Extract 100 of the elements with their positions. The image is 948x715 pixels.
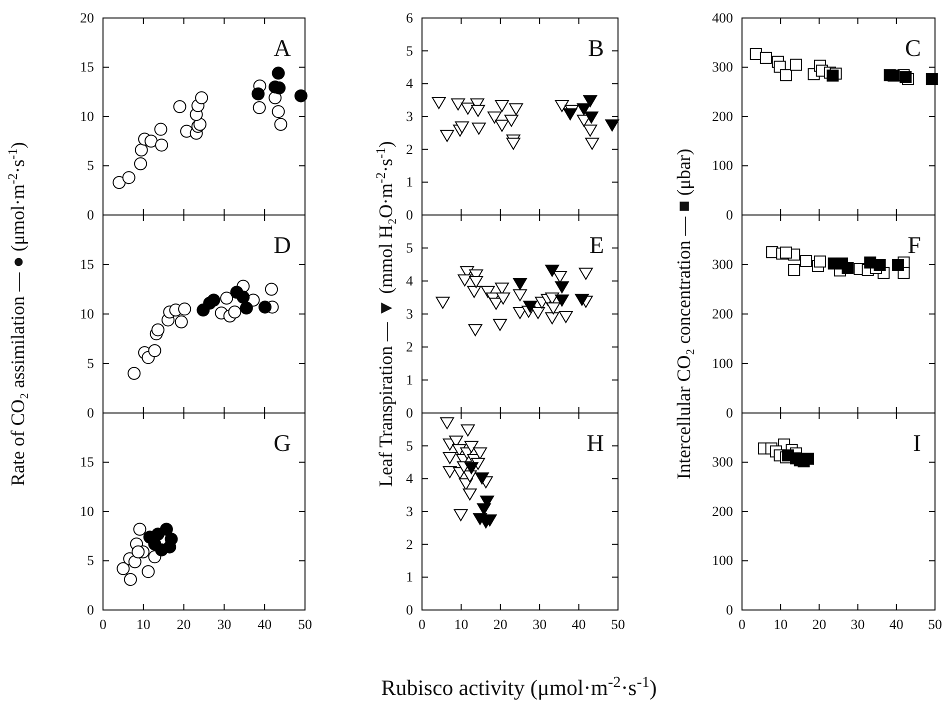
point	[513, 289, 527, 302]
annotation: H	[586, 431, 604, 457]
point	[134, 157, 148, 170]
y-tick-label: 20	[80, 11, 94, 26]
point	[132, 545, 145, 558]
point	[174, 315, 188, 328]
point	[258, 300, 272, 314]
annotation: G	[274, 431, 291, 457]
point	[274, 118, 288, 131]
x-tick-label: 20	[493, 618, 508, 633]
annotation: F	[908, 233, 921, 259]
point	[154, 122, 168, 136]
y-tick-label: 2	[406, 340, 413, 356]
point	[504, 114, 518, 127]
y-tick-label: 5	[406, 439, 413, 454]
y-tick-label: 400	[712, 11, 733, 26]
point	[476, 503, 491, 516]
point	[124, 572, 137, 586]
x-tick-label: 50	[928, 618, 942, 633]
y-tick-label: 1	[406, 176, 413, 191]
annotation: C	[904, 36, 921, 62]
y-tick-label: 2	[406, 142, 413, 158]
x-tick-label: 30	[532, 618, 547, 633]
point	[584, 112, 598, 124]
y-tick-label: 5	[87, 554, 94, 570]
y-tick-label: 0	[87, 603, 94, 618]
y-tick-label: 200	[712, 307, 733, 322]
x-tick-label: 30	[217, 618, 232, 633]
point	[464, 440, 478, 453]
y-tick-label: 0	[406, 603, 413, 618]
y-tick-label: 4	[406, 274, 413, 290]
point	[272, 105, 285, 118]
point	[228, 306, 242, 319]
point	[164, 532, 178, 546]
y-tick-label: 15	[80, 60, 94, 76]
point	[173, 100, 186, 114]
point	[545, 264, 560, 277]
y-tick-label: 1	[406, 373, 413, 388]
point	[574, 294, 589, 306]
y-tick-label: 2	[406, 538, 413, 553]
point	[195, 91, 208, 104]
x-tick-label: 10	[454, 618, 468, 633]
point	[436, 296, 450, 309]
x-tick-label: 40	[258, 618, 272, 633]
point	[240, 302, 253, 315]
point	[474, 472, 489, 484]
point	[472, 122, 486, 135]
y-axis-title: Intercellular CO₂ concentration — ■ (μbar)	[674, 148, 695, 480]
point	[442, 466, 457, 478]
y-tick-label: 15	[80, 456, 94, 471]
point	[207, 294, 220, 307]
x-tick-label: 0	[738, 618, 746, 633]
point	[432, 97, 446, 110]
y-tick-label: 4	[406, 77, 413, 92]
point	[558, 310, 573, 323]
point	[467, 286, 482, 298]
y-tick-label: 0	[726, 406, 733, 422]
point	[545, 292, 560, 304]
x-tick-label: 40	[889, 618, 904, 633]
point	[264, 282, 278, 296]
point	[473, 447, 488, 460]
point	[494, 120, 509, 132]
point	[460, 102, 475, 115]
point	[160, 522, 173, 536]
point	[523, 300, 538, 313]
point	[583, 124, 598, 137]
annotation: A	[274, 36, 292, 62]
point	[252, 101, 266, 114]
y-tick-label: 300	[712, 258, 733, 273]
point	[272, 66, 285, 80]
point	[462, 488, 477, 500]
y-tick-label: 10	[80, 307, 94, 322]
y-tick-label: 200	[712, 110, 733, 125]
point	[133, 522, 146, 536]
point	[888, 70, 900, 82]
point	[144, 134, 158, 148]
point	[252, 87, 265, 100]
point	[826, 70, 839, 82]
x-tick-label: 20	[812, 618, 826, 633]
point	[442, 452, 457, 464]
point	[605, 119, 620, 132]
y-tick-label: 6	[406, 11, 413, 26]
point	[554, 100, 569, 112]
annotation: E	[589, 233, 604, 259]
y-tick-label: 100	[712, 159, 733, 174]
y-tick-label: 100	[712, 356, 733, 372]
point	[531, 307, 546, 320]
point	[488, 112, 502, 124]
point	[469, 276, 484, 288]
y-tick-label: 10	[80, 504, 94, 520]
point	[220, 292, 234, 305]
x-tick-label: 10	[774, 618, 788, 633]
point	[554, 281, 569, 294]
point	[545, 312, 560, 324]
point	[583, 95, 598, 108]
y-tick-label: 4	[406, 472, 413, 488]
point	[116, 562, 130, 576]
point	[750, 48, 762, 60]
x-tick-label: 50	[611, 618, 625, 633]
point	[440, 130, 454, 142]
